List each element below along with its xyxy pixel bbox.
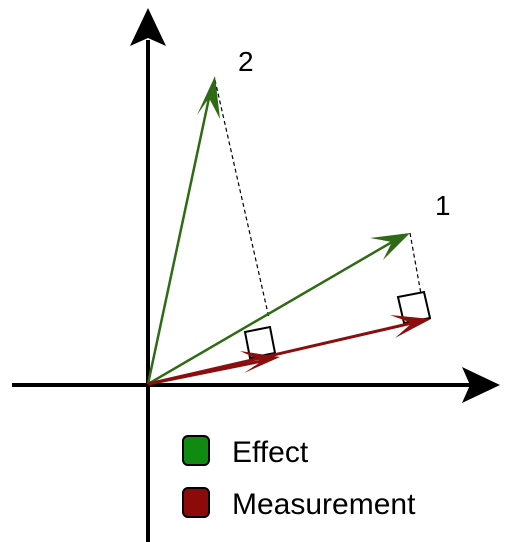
effect-vector-2 xyxy=(146,97,211,385)
vector-1-label: 1 xyxy=(435,190,451,221)
projection-line-1 xyxy=(409,232,422,295)
y-axis-arrowhead xyxy=(130,8,166,46)
legend-effect-swatch xyxy=(182,435,210,466)
vector-2-label: 2 xyxy=(238,46,254,77)
measurement-vector-1 xyxy=(147,321,413,386)
right-angle-marker-1 xyxy=(396,290,432,325)
right-angle-marker-2 xyxy=(243,325,277,360)
effect-vector-2-arrowhead xyxy=(197,76,220,119)
legend-effect-label: Effect xyxy=(232,436,309,469)
projection-line-2 xyxy=(214,79,270,319)
effect-vector-1 xyxy=(147,240,393,386)
legend-measurement-swatch xyxy=(182,487,210,518)
x-axis-arrowhead xyxy=(462,367,500,403)
measurement-vector-1-arrowhead xyxy=(390,315,431,338)
legend-measurement-label: Measurement xyxy=(232,488,416,521)
effect-vector-1-arrowhead xyxy=(370,233,410,260)
